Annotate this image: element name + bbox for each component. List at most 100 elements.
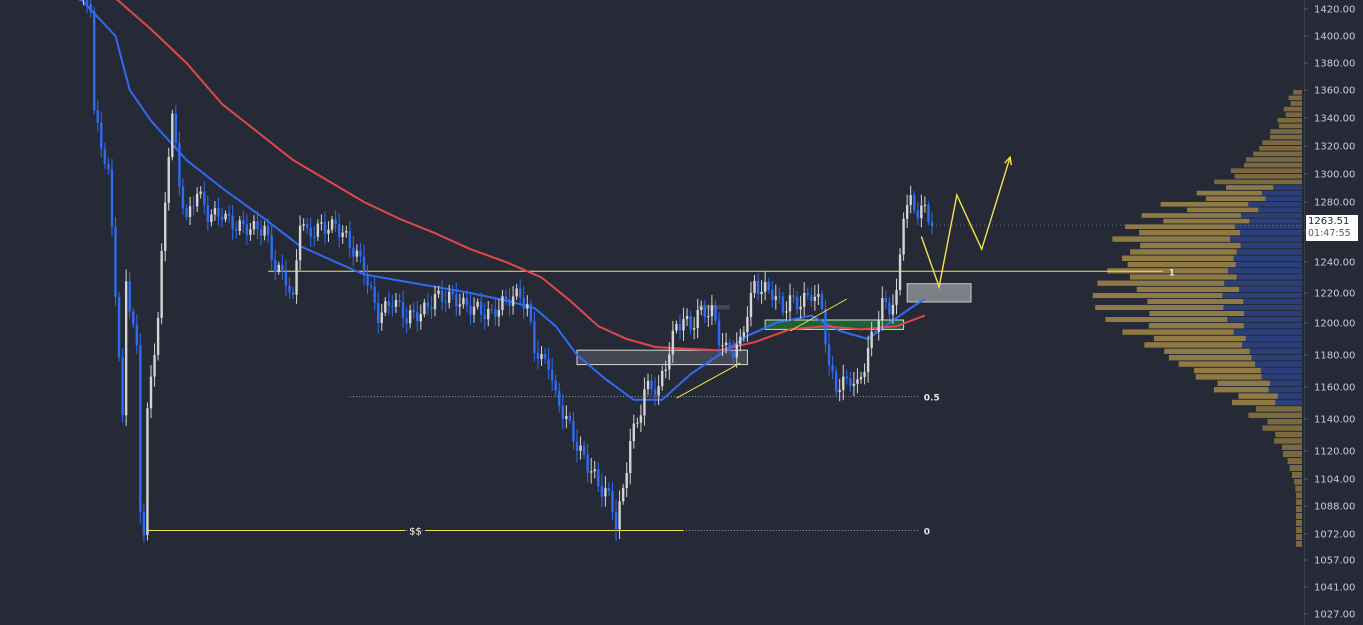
volume-bar — [1277, 393, 1302, 399]
candle-body — [799, 306, 802, 310]
volume-bar — [1294, 479, 1302, 485]
candle-body — [377, 302, 380, 323]
volume-bar — [1233, 329, 1302, 335]
volume-bar — [1240, 230, 1302, 236]
volume-bar — [1273, 185, 1302, 190]
candle-body — [235, 229, 238, 231]
candle-body — [103, 148, 107, 164]
volume-bar — [1228, 268, 1302, 274]
volume-bar — [1295, 485, 1302, 492]
candle-body — [650, 380, 653, 390]
volume-bar — [1140, 242, 1241, 249]
candle-body — [742, 332, 746, 337]
candle-body — [913, 195, 916, 211]
volume-bar — [1141, 213, 1242, 218]
volume-bar — [1248, 412, 1302, 418]
candle-body — [519, 288, 522, 298]
candle-body — [707, 316, 710, 318]
candle-body — [259, 229, 263, 236]
candle-body — [579, 445, 582, 451]
candle-body — [806, 293, 809, 296]
projection-arrow — [920, 155, 1012, 290]
fib-level-label: 0.5 — [924, 394, 940, 404]
volume-bar — [1258, 207, 1302, 213]
candle-body — [682, 319, 685, 331]
candle-body — [128, 281, 131, 312]
candle-body — [451, 291, 454, 295]
price-tick-label: 1160.00 — [1314, 383, 1355, 394]
price-axis[interactable] — [1304, 0, 1363, 625]
price-tick-label: 1072.00 — [1314, 530, 1355, 541]
candle-body — [465, 297, 469, 306]
candle-body — [117, 296, 121, 357]
volume-bar — [1205, 196, 1266, 201]
candle-body — [327, 229, 330, 234]
candle-body — [100, 122, 103, 149]
candle-body — [774, 296, 777, 300]
candle-body — [423, 302, 426, 315]
volume-bar — [1249, 218, 1302, 224]
volume-bar — [1236, 249, 1302, 255]
candle-body — [306, 224, 309, 228]
candle-body — [366, 275, 369, 286]
volume-bar — [1270, 129, 1302, 134]
candles-layer — [79, 0, 934, 543]
volume-bar — [1243, 323, 1302, 329]
candle-body — [224, 213, 227, 220]
moving-average-line — [80, 0, 926, 401]
candle-body — [547, 358, 550, 370]
volume-bar — [1097, 280, 1225, 286]
candle-body — [227, 213, 231, 216]
candle-body — [735, 344, 738, 358]
level-labels: 1 0.5 0 $$ — [409, 224, 1304, 538]
candle-body — [856, 379, 859, 384]
candle-body — [607, 488, 611, 491]
candle-body — [398, 300, 401, 302]
volume-bar — [1251, 355, 1302, 361]
candle-body — [242, 220, 245, 225]
candle-body — [888, 302, 891, 315]
candle-body — [700, 306, 703, 310]
candle-body — [199, 191, 202, 194]
volume-bar — [1241, 213, 1302, 218]
volume-bar — [1234, 224, 1302, 229]
candle-body — [632, 423, 635, 442]
candle-body — [526, 304, 529, 309]
candle-body — [416, 312, 419, 322]
volume-bar — [1125, 224, 1235, 229]
candle-body — [369, 285, 373, 287]
candle-body — [164, 202, 167, 251]
volume-bar — [1275, 399, 1302, 406]
candle-body — [870, 331, 873, 348]
trendline — [676, 362, 741, 399]
candle-body — [771, 289, 774, 300]
candle-body — [181, 186, 185, 209]
candle-body — [572, 420, 575, 442]
candle-body — [320, 222, 323, 224]
candle-body — [625, 472, 628, 489]
candle-body — [387, 301, 391, 307]
volume-bar — [1275, 431, 1302, 438]
candle-body — [732, 350, 735, 358]
candle-body — [558, 390, 561, 406]
moving-average-line — [116, 0, 926, 352]
price-tick-label: 1120.00 — [1314, 447, 1355, 458]
price-tick-label: 1240.00 — [1314, 258, 1355, 269]
candle-body — [309, 227, 312, 237]
candle-body — [803, 293, 806, 307]
price-tick-label: 1104.00 — [1314, 475, 1355, 486]
candle-body — [749, 292, 753, 317]
zones-layer — [576, 283, 972, 366]
candle-body — [384, 301, 387, 313]
candle-body — [274, 259, 277, 272]
volume-bar — [1260, 367, 1302, 374]
volume-bar — [1255, 361, 1302, 367]
candle-body — [753, 280, 756, 293]
candle-body — [284, 271, 288, 286]
candle-body — [394, 300, 398, 307]
candle-body — [174, 113, 178, 143]
candle-body — [501, 296, 504, 311]
candle-body — [692, 328, 696, 330]
